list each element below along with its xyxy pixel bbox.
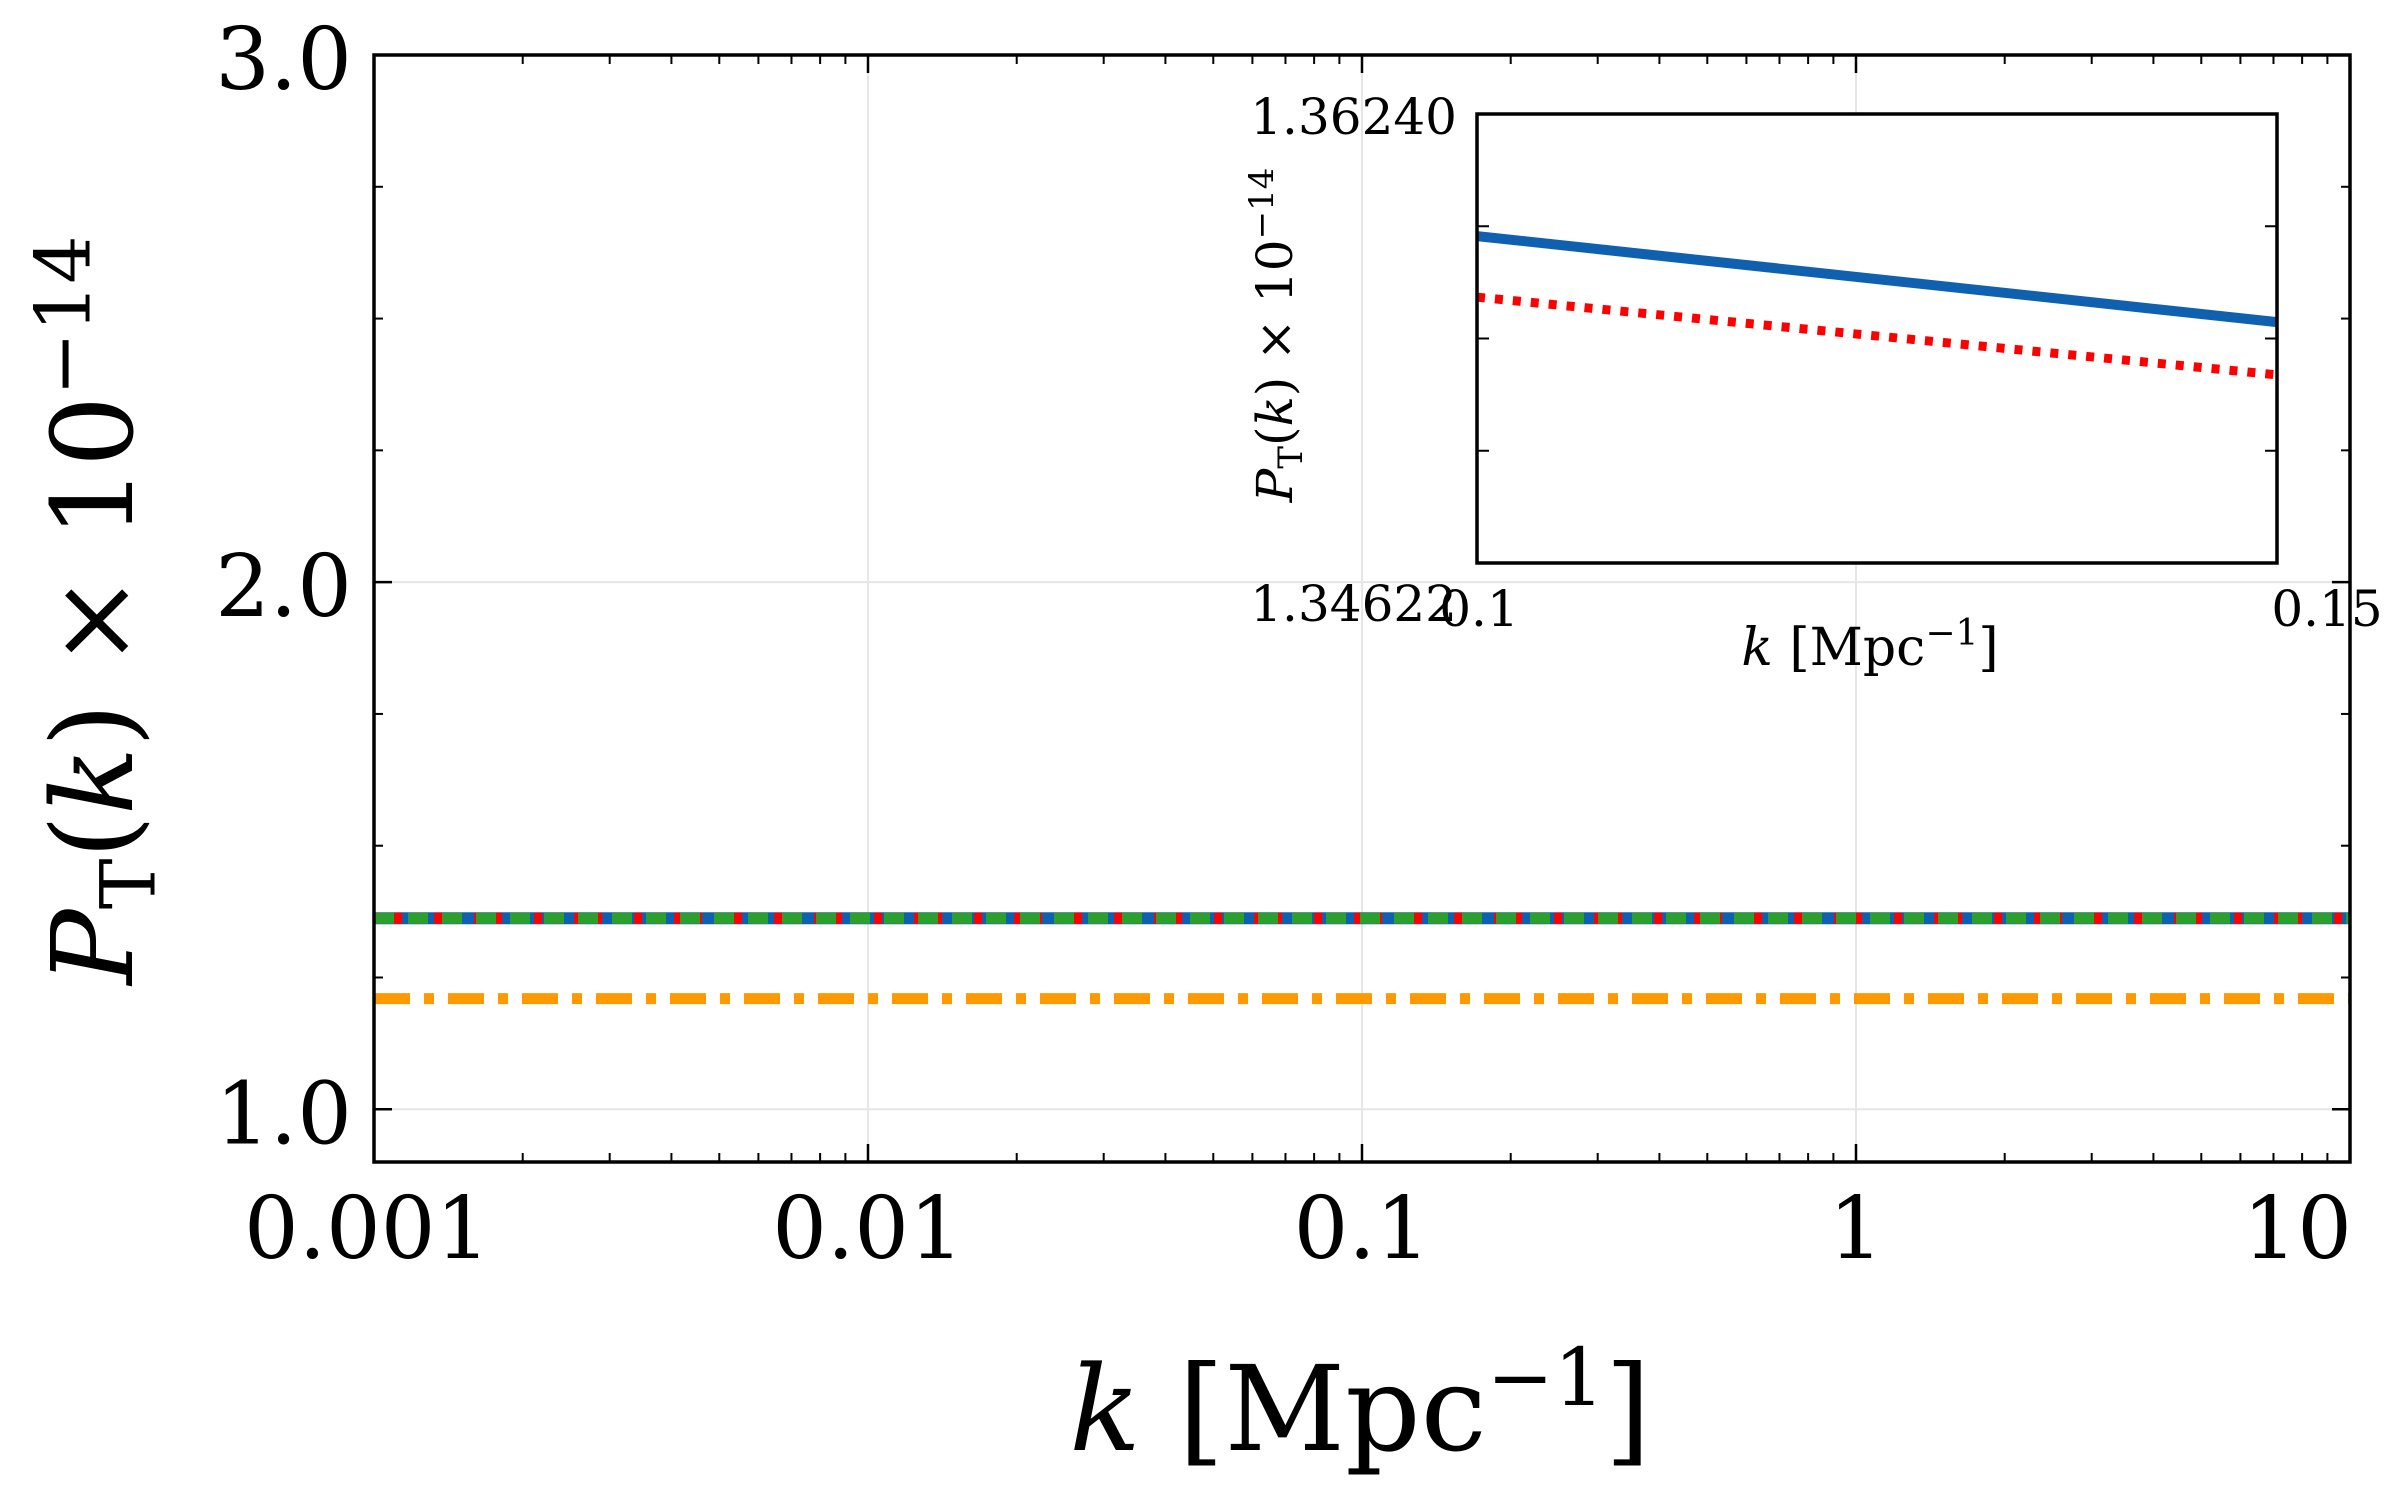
ylabel-paren-open: ( xyxy=(29,815,159,859)
inset-x-tick-label: 0.1 xyxy=(1439,580,1519,638)
xlabel-exponent: −1 xyxy=(1925,613,1978,654)
inset-y-tick-label: 1.34622 xyxy=(1250,575,1457,633)
xlabel-k: k xyxy=(1069,1340,1141,1478)
ylabel-p: P xyxy=(1246,467,1304,503)
x-tick-label: 0.001 xyxy=(244,1179,490,1279)
y-tick-label: 3.0 xyxy=(215,10,352,110)
ylabel-exponent: −14 xyxy=(1242,168,1282,240)
x-tick-label: 0.01 xyxy=(772,1179,963,1279)
ylabel-paren-open: ( xyxy=(1246,427,1304,447)
main-plot: 0.001 0.01 0.1 1 10 1.0 2.0 3.0 xyxy=(215,10,2352,1279)
x-tick-label: 0.1 xyxy=(1294,1179,1431,1279)
ylabel-exponent: −14 xyxy=(18,235,107,395)
xlabel-exponent: −1 xyxy=(1487,1331,1605,1424)
ylabel-subscript: T xyxy=(1271,446,1311,469)
inset-series-line-solid xyxy=(1476,231,2278,328)
xlabel-k: k xyxy=(1741,618,1773,678)
ylabel-k: k xyxy=(29,747,159,815)
inset-y-tick-label: 1.36240 xyxy=(1250,88,1457,146)
x-tick-label: 10 xyxy=(2243,1179,2352,1279)
inset-x-axis-label: k [Mpc−1] xyxy=(1741,613,1998,678)
ylabel-times: ) × 10 xyxy=(29,396,159,747)
inset-y-axis-label: PT(k) × 10−14 xyxy=(1242,168,1311,504)
axis-labels: k [Mpc−1]PT(k) × 10−14k [Mpc−1]PT(k) × 1… xyxy=(18,168,1998,1478)
y-tick-label: 2.0 xyxy=(215,537,352,637)
xlabel-bracket: ] xyxy=(1605,1340,1651,1478)
xlabel-bracket: ] xyxy=(1978,618,1998,678)
inset-plot: 0.1 0.15 1.34622 1.36240 xyxy=(1250,88,2382,638)
y-tick-label: 1.0 xyxy=(215,1064,352,1164)
y-axis-label: PT(k) × 10−14 xyxy=(18,235,172,986)
ylabel-times: ) × 10 xyxy=(1246,239,1304,396)
ylabel-subscript: T xyxy=(83,859,172,910)
ylabel-k: k xyxy=(1246,396,1304,426)
x-tick-label: 1 xyxy=(1829,1179,1884,1279)
inset-series-line-dotted xyxy=(1476,292,2278,380)
xlabel-unit: [Mpc xyxy=(1141,1340,1487,1478)
xlabel-unit: [Mpc xyxy=(1773,618,1925,678)
ylabel-p: P xyxy=(29,908,159,987)
x-axis-label: k [Mpc−1] xyxy=(1069,1331,1651,1478)
inset-x-tick-label: 0.15 xyxy=(2271,580,2382,638)
